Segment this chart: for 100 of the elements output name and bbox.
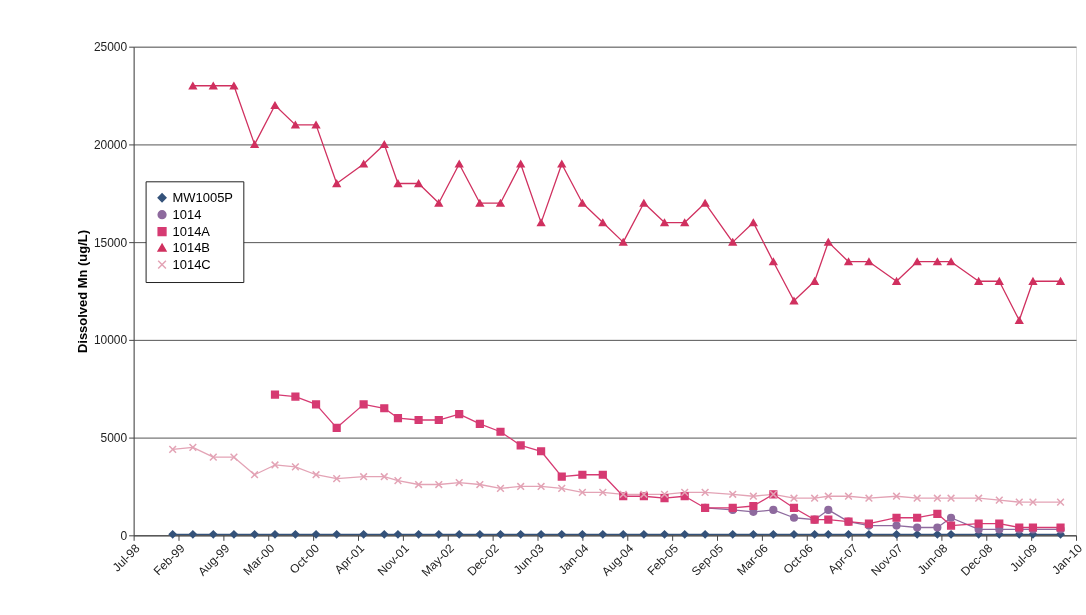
point [578,470,587,479]
point [913,530,922,539]
point [359,160,368,168]
point [475,480,484,489]
point [1056,498,1065,507]
point [380,472,389,481]
point [946,530,956,539]
point [789,503,799,513]
point [680,530,689,539]
point [380,404,389,413]
point [291,121,300,129]
point [516,530,525,539]
point [516,482,525,491]
point [537,482,546,491]
point [789,530,799,539]
point [660,218,669,227]
point [537,218,546,227]
point [639,199,648,207]
point [475,530,484,539]
point [598,530,607,539]
point [974,519,983,528]
point [434,530,443,539]
point [209,82,218,90]
y-tick-label: 0 [120,528,128,543]
point [516,160,525,168]
point [291,530,300,539]
point [311,530,321,539]
point [892,521,901,530]
point [380,140,389,149]
point [393,179,403,188]
point [393,476,403,485]
point [844,258,853,266]
y-tick-label: 25000 [93,40,128,55]
legend-label: 1014B [172,239,210,255]
legend-label: 1014 [172,206,202,222]
point [311,400,321,409]
point [769,530,778,539]
point [270,460,280,470]
point [229,453,239,462]
point [332,423,341,432]
point [578,488,587,497]
point [789,494,799,503]
point [332,474,341,483]
point [913,258,922,266]
point [270,530,280,539]
point [414,415,423,425]
point [933,258,942,266]
point [1028,498,1038,507]
point [434,480,443,489]
point [810,530,819,539]
point [229,530,239,539]
point [598,218,607,227]
point [578,199,587,207]
point [250,140,259,149]
point [974,277,983,285]
point [913,513,922,522]
y-tick-label: 20000 [93,137,128,152]
point [844,530,853,539]
point [414,179,423,188]
point [680,218,689,227]
point [414,530,423,539]
point [188,443,197,452]
point [434,415,443,425]
point [769,505,778,515]
point [270,101,280,109]
point [824,515,833,524]
point [209,530,218,539]
point [250,470,259,479]
point [946,521,956,530]
point [311,470,321,479]
point [537,447,546,456]
point [455,530,464,539]
point [1028,277,1038,285]
point [824,505,833,515]
point [892,277,901,285]
point [864,494,874,503]
point [311,121,321,129]
point [168,445,177,454]
point [933,523,942,532]
point [455,478,464,487]
point [557,160,566,168]
point [946,513,956,522]
point [789,297,799,305]
point [946,258,956,266]
point [728,490,737,499]
point [291,392,300,401]
point [619,238,628,246]
point [844,492,853,501]
y-tick-label: 15000 [93,235,128,250]
point [1015,316,1024,324]
point [496,427,505,436]
point [864,530,874,539]
point [749,218,758,227]
point [864,258,874,266]
point [701,530,710,539]
point [974,494,983,503]
y-axis-title: Dissolved Mn (ug/L) [74,229,90,354]
point [680,488,689,497]
point [824,492,833,501]
point [380,530,389,539]
